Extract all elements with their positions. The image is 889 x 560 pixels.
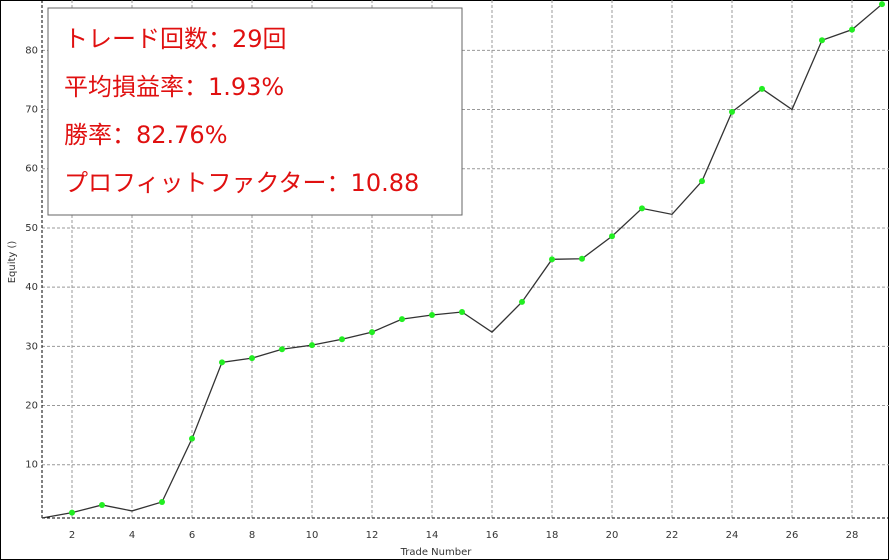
marker (279, 346, 285, 353)
info-text: トレード回数：29回 (64, 25, 287, 53)
x-tick-label: 24 (726, 530, 739, 541)
marker (189, 435, 195, 442)
marker (339, 336, 345, 343)
marker (99, 501, 105, 508)
x-tick-label: 14 (426, 530, 439, 541)
y-tick-label: 50 (25, 223, 38, 234)
x-tick-label: 18 (546, 530, 559, 541)
info-text: 勝率：82.76% (64, 121, 228, 149)
y-tick-label: 80 (25, 45, 38, 56)
x-tick-label: 20 (606, 530, 619, 541)
x-tick-label: 28 (846, 530, 859, 541)
info-text: 平均損益率：1.93% (64, 73, 284, 101)
marker (699, 178, 705, 185)
y-tick-label: 70 (25, 105, 38, 116)
info-box (47, 7, 463, 216)
marker (249, 355, 255, 362)
marker (549, 256, 555, 263)
x-tick-label: 26 (786, 530, 799, 541)
x-tick-label: 10 (306, 530, 319, 541)
marker (399, 316, 405, 323)
x-tick-label: 16 (486, 530, 499, 541)
y-tick-label: 20 (25, 401, 38, 412)
x-tick-label: 12 (366, 530, 379, 541)
marker (639, 205, 645, 212)
y-tick-label: 60 (25, 164, 38, 175)
y-tick-label: 10 (25, 460, 38, 471)
y-axis-label: Equity () (7, 241, 18, 284)
marker (69, 509, 75, 516)
marker (369, 329, 375, 336)
marker (219, 359, 225, 366)
marker (849, 26, 855, 33)
y-tick-label: 40 (25, 282, 38, 293)
marker (159, 499, 165, 506)
marker (729, 108, 735, 115)
marker (819, 37, 825, 44)
info-text: プロフィットファクター：10.88 (64, 169, 419, 197)
x-tick-label: 2 (69, 530, 75, 541)
marker (879, 1, 885, 8)
marker (309, 342, 315, 349)
marker (459, 309, 465, 315)
x-tick-label: 4 (129, 530, 135, 541)
x-tick-label: 22 (666, 530, 679, 541)
marker (759, 85, 765, 92)
marker (519, 298, 525, 305)
x-tick-label: 8 (249, 530, 255, 541)
marker (609, 233, 615, 240)
x-axis-label: Trade Number (400, 547, 473, 558)
x-tick-label: 6 (189, 530, 195, 541)
marker (429, 311, 435, 318)
marker (579, 255, 585, 262)
y-tick-label: 30 (25, 341, 38, 352)
